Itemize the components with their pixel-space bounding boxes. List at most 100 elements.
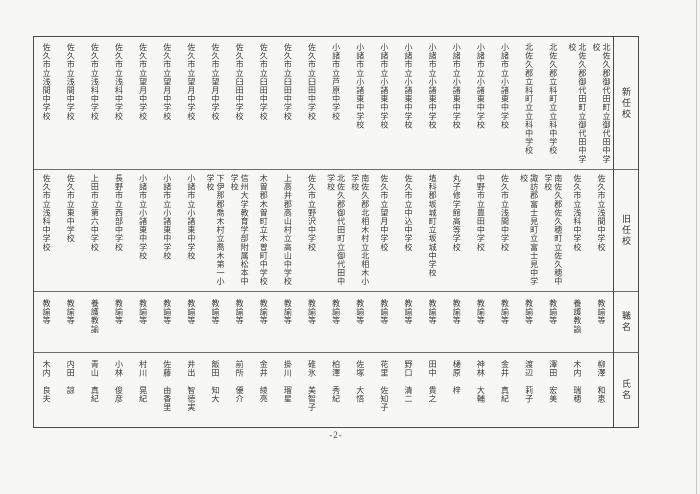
row-header-column: 新任校 旧任校 職名 氏名 [613,37,638,427]
name-cell: 田中 貴之 [420,352,445,427]
name-cell-text: 佐藤 由香里 [162,360,172,412]
name-cell-text: 前所 優介 [235,360,245,404]
person-column: 佐久市立臼田中学校 佐久市立野沢中学校 教諭等 碓氷 美智子 [299,37,324,427]
job-title-cell: 教諭等 [178,290,203,353]
old-school-cell-text: 北佐久郡御代田町立御代田中学校 [326,174,346,287]
old-school-cell: 佐久市立浅間中学校 [588,169,613,290]
job-title-cell: 教諭等 [202,290,227,353]
page-number: -2- [329,430,343,440]
old-school-cell: 佐久市立浅間中学校 [492,169,517,290]
old-school-cell: 小諸市立小諸東中学校 [130,169,155,290]
new-school-cell-text: 佐久市立臼田中学校 [307,43,317,121]
job-title-cell-text: 教諭等 [331,298,341,325]
job-title-cell-text: 教諭等 [162,298,172,325]
person-column: 佐久市立臼田中学校 信州大学教育学部附属松本中学校 教諭等 前所 優介 [227,37,252,427]
new-school-cell-text: 小諸市立小諸東中学校 [476,43,486,129]
old-school-cell-text: 長野市立西部中学校 [114,174,124,252]
table-data-area: 北佐久郡御代田町立御代田中学校 佐久市立浅間中学校 教諭等 柳澤 和恵 北佐久郡御代田町… [34,37,613,427]
old-school-cell: 小諸市立小諸東中学校 [154,169,179,290]
job-title-cell: 教諭等 [516,290,541,353]
job-title-cell-text: 教諭等 [452,298,462,325]
old-school-cell: 佐久市立望月中学校 [371,169,396,290]
old-school-cell: 南佐久郡北相木村立北相木小学校 [347,169,372,290]
old-school-cell-text: 中野市立豊田中学校 [476,174,486,252]
old-school-cell: 中野市立豊田中学校 [468,169,493,290]
old-school-cell-text: 信州大学教育学部附属松本中学校 [230,174,250,287]
old-school-cell-text: 南佐久郡北相木村立北相木小学校 [350,174,370,287]
name-cell: 神林 大輔 [468,352,493,427]
name-cell: 佐藤 由香里 [154,352,179,427]
new-school-cell-text: 北佐久郡御代田町立御代田中学校 [567,43,587,164]
old-school-cell: 埴科郡坂城町立坂城中学校 [420,169,445,290]
old-school-cell-text: 佐久市立浅科中学校 [42,174,52,252]
job-title-cell: 養護教諭 [82,290,107,353]
job-title-cell: 教諭等 [106,290,131,353]
new-school-cell-text: 北佐久郡立科町立立科中学校 [524,43,534,155]
job-title-cell: 教諭等 [58,290,83,353]
person-column: 北佐久郡立科町立立科中学校 諏訪郡富士見町立富士見中学校教諭等渡辺 莉子 [516,37,541,427]
job-title-cell: 教諭等 [323,290,348,353]
header-name-label: 氏名 [621,379,631,402]
name-cell: 小林 俊彦 [106,352,131,427]
person-column: 佐久市立臼田中学校 上高井郡高山村立高山中学校 教諭等 掛川 瑠星 [275,37,300,427]
name-cell: 金井 綾亮 [251,352,276,427]
old-school-cell: 佐久市立野沢中学校 [299,169,324,290]
old-school-cell: 木曽郡木曽町立木曽町中学校 [251,169,276,290]
person-column: 佐久市立浅間中学校 佐久市立東中学校 教諭等 内田 諒 [58,37,83,427]
old-school-cell: 丸子修学館高等学校 [444,169,469,290]
name-cell-text: 神林 大輔 [476,360,486,404]
new-school-cell-text: 佐久市立臼田中学校 [259,43,269,121]
new-school-cell: 小諸市立芦原中学校 [324,37,348,169]
old-school-cell-text: 諏訪郡富士見町立富士見中学校 [519,174,539,287]
job-title-cell: 教諭等 [444,290,469,353]
name-cell-text: 飯田 知大 [210,360,220,404]
name-cell: 木内 瑞穂 [564,352,589,427]
old-school-cell: 北佐久郡御代田町立御代田中学校 [323,169,348,290]
name-cell-text: 渡辺 莉子 [524,360,534,404]
job-title-cell-text: 教諭等 [428,298,438,325]
new-school-cell-text: 小諸市立小諸東中学校 [355,43,365,129]
name-cell: 澤田 宏美 [540,352,565,427]
old-school-cell: 上田市立第六中学校 [82,169,107,290]
header-new-school-label: 新任校 [621,86,631,120]
name-cell-text: 村川 晃紀 [138,360,148,404]
person-column: 佐久市立浅間中学校 佐久市立浅科中学校 教諭等 木内 良夫 [34,37,59,427]
name-cell: 青山 真紀 [82,352,107,427]
name-cell: 渡辺 莉子 [516,352,541,427]
name-cell: 佐塚 大悟 [347,352,372,427]
job-title-cell-text: 養護教諭 [572,298,582,334]
job-title-cell-text: 教諭等 [500,298,510,325]
new-school-cell-text: 小諸市立小諸東中学校 [452,43,462,129]
new-school-cell-text: 小諸市立小諸東中学校 [403,43,413,129]
new-school-cell: 佐久市立望月中学校 [179,37,203,169]
scan-edge-artifact [696,0,697,494]
header-new-school: 新任校 [614,37,638,169]
old-school-cell-text: 小諸市立小諸東中学校 [138,174,148,261]
new-school-cell: 北佐久郡御代田町立御代田中学校 [589,37,613,169]
person-column: 北佐久郡御代田町立御代田中学校 佐久市立浅間中学校 教諭等 柳澤 和恵 [588,37,613,427]
old-school-cell: 諏訪郡富士見町立富士見中学校 [516,169,541,290]
old-school-cell-text: 丸子修学館高等学校 [452,174,462,252]
name-cell: 木内 良夫 [34,352,59,427]
person-column: 小諸市立小諸東中学校 佐久市立浅間中学校 教諭等 金井 真紀 [492,37,517,427]
name-cell: 花里 佐知子 [371,352,396,427]
job-title-cell-text: 教諭等 [283,298,293,325]
new-school-cell-text: 佐久市立浅間中学校 [42,43,52,121]
new-school-cell-text: 佐久市立望月中学校 [162,43,172,121]
new-school-cell: 佐久市立浅間中学校 [34,37,58,169]
name-cell-text: 木内 良夫 [42,360,52,404]
header-old-school-label: 旧任校 [621,214,631,247]
new-school-cell: 小諸市立小諸東中学校 [444,37,468,169]
job-title-cell: 教諭等 [371,290,396,353]
old-school-cell-text: 小諸市立小諸東中学校 [162,174,172,261]
person-column: 佐久市立望月中学校 小諸市立小諸東中学校 教諭等 村川 晃紀 [130,37,155,427]
job-title-cell-text: 教諭等 [210,298,220,325]
name-cell-text: 青山 真紀 [90,360,100,404]
old-school-cell-text: 佐久市立浅科中学校 [572,174,582,252]
person-column: 佐久市立浅科中学校 長野市立西部中学校 教諭等 小林 俊彦 [106,37,131,427]
old-school-cell: 佐久市立浅科中学校 [564,169,589,290]
new-school-cell-text: 小諸市立芦原中学校 [331,43,341,121]
name-cell: 内田 諒 [58,352,83,427]
job-title-cell-text: 教諭等 [186,298,196,325]
